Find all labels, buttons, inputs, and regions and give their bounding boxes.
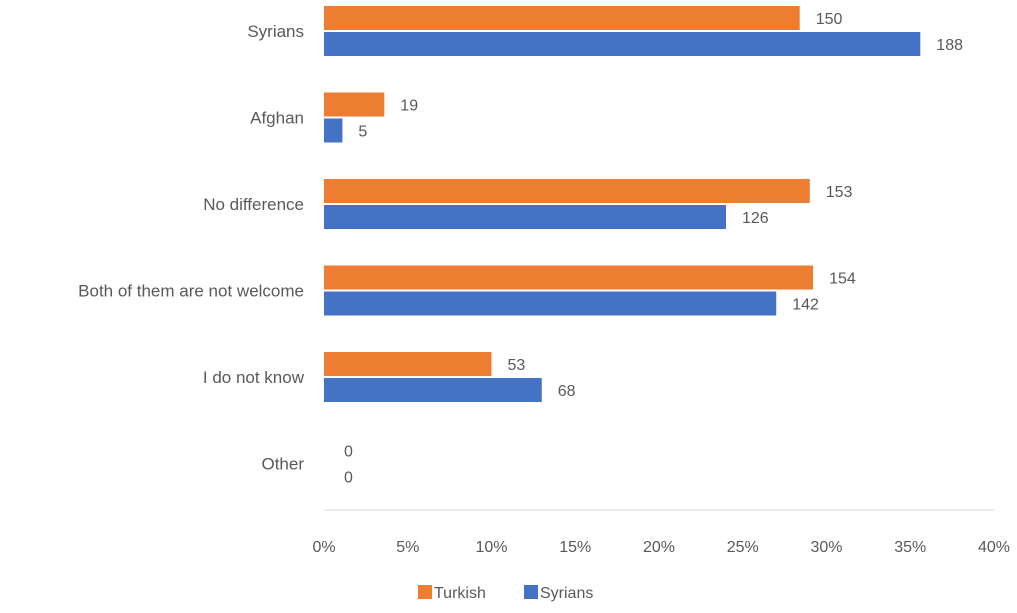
data-label: 53 [508,357,526,374]
bar-syrians [324,378,542,402]
data-label: 154 [829,271,856,288]
bar-turkish [324,6,800,30]
category-label: Other [261,455,304,474]
data-label: 5 [358,124,367,141]
x-tick-label: 35% [894,539,926,556]
category-label: Afghan [250,109,304,128]
data-label: 68 [558,383,576,400]
bar-turkish [324,179,810,203]
data-label: 150 [816,11,843,28]
bar-turkish [324,92,385,117]
x-tick-label: 40% [978,539,1010,556]
data-label: 0 [344,444,353,461]
category-label: I do not know [203,368,305,387]
bar-syrians [324,32,921,56]
legend-swatch-syrians [524,585,538,599]
bars-layer [324,6,921,402]
x-tick-label: 5% [396,539,419,556]
data-label: 188 [936,37,963,54]
category-label: Syrians [247,22,304,41]
legend: Turkish Syrians [418,585,593,602]
bar-syrians [324,291,777,316]
legend-swatch-turkish [418,585,432,599]
data-label: 153 [826,184,853,201]
legend-label: Syrians [540,585,593,602]
category-label: No difference [203,195,304,214]
category-label: Both of them are not welcome [78,282,304,301]
bar-turkish [324,265,814,290]
x-tick-label: 10% [475,539,507,556]
x-tick-label: 25% [727,539,759,556]
labels-layer: Syrians 150 188 Afghan 19 5 No difference 153 12… [78,11,963,487]
data-label: 126 [742,210,769,227]
bar-turkish [324,352,492,376]
axis-layer: 0% 5% 10% 15% 20% 25% 30% 35% 40% [312,509,1010,556]
x-tick-label: 15% [559,539,591,556]
x-tick-label: 30% [810,539,842,556]
data-label: 142 [792,297,819,314]
x-tick-label: 0% [312,539,335,556]
bar-syrians [324,118,343,143]
data-label: 19 [400,98,418,115]
data-label: 0 [344,470,353,487]
bar-syrians [324,205,726,229]
legend-label: Turkish [434,585,486,602]
x-tick-label: 20% [643,539,675,556]
